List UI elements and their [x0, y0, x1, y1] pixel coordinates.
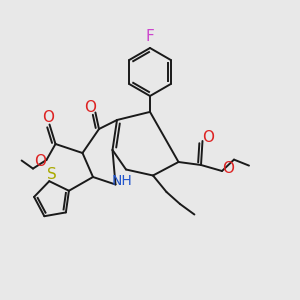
Text: F: F: [146, 29, 154, 44]
Text: O: O: [223, 161, 235, 176]
Text: O: O: [84, 100, 96, 115]
Text: NH: NH: [112, 174, 133, 188]
Text: O: O: [202, 130, 214, 145]
Text: O: O: [42, 110, 54, 125]
Text: S: S: [47, 167, 56, 182]
Text: O: O: [34, 154, 46, 169]
